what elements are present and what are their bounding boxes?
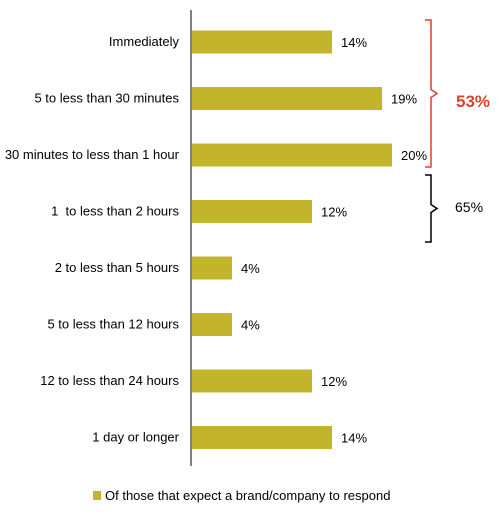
category-label: 5 to less than 30 minutes (34, 91, 179, 106)
annotation-65-percent: 65% (455, 199, 483, 215)
category-label: 1 to less than 2 hours (51, 204, 179, 219)
value-label: 19% (391, 92, 417, 107)
value-labels: 14% 19% 20% 12% 4% 4% 12% 14% (241, 35, 427, 446)
bars (192, 30, 392, 449)
category-label: 1 day or longer (92, 430, 179, 445)
value-label: 4% (241, 318, 260, 333)
bracket-53 (425, 19, 439, 168)
category-label: Immediately (109, 34, 180, 49)
value-label: 12% (321, 205, 347, 220)
category-label: 30 minutes to less than 1 hour (5, 147, 180, 162)
annotation-53-percent: 53% (456, 92, 490, 111)
value-label: 14% (341, 431, 367, 446)
bar (192, 313, 232, 336)
bar (192, 256, 232, 280)
value-label: 12% (321, 374, 347, 389)
bar (192, 200, 312, 223)
value-label: 4% (241, 261, 260, 276)
bar (192, 87, 382, 110)
value-label: 14% (341, 35, 367, 50)
legend-label: Of those that expect a brand/company to … (105, 488, 390, 503)
annotations: 53% 65% (425, 19, 490, 243)
bar (192, 143, 392, 167)
category-labels: Immediately 5 to less than 30 minutes 30 m… (5, 34, 180, 445)
legend-swatch (93, 491, 101, 500)
bar (192, 426, 332, 449)
category-label: 12 to less than 24 hours (40, 373, 179, 388)
category-label: 5 to less than 12 hours (47, 317, 179, 332)
value-label: 20% (401, 148, 427, 163)
bar (192, 30, 332, 54)
legend: Of those that expect a brand/company to … (93, 488, 390, 503)
bracket-65 (425, 174, 439, 243)
bar (192, 369, 312, 393)
category-label: 2 to less than 5 hours (55, 260, 180, 275)
